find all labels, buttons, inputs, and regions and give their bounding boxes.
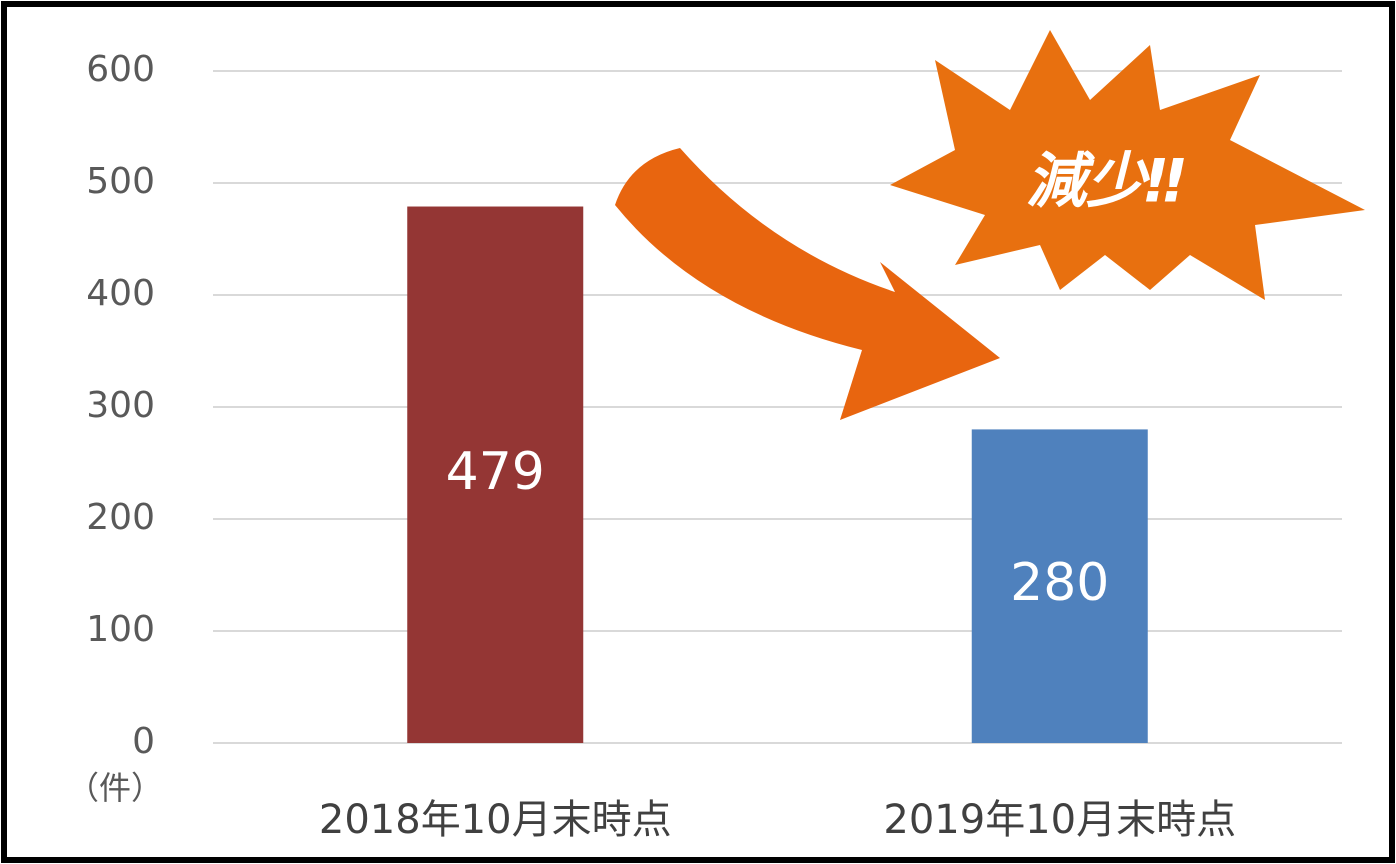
- x-tick-label: 2019年10月末時点: [883, 797, 1236, 843]
- chart: 0 100 200 300 400 500 600 2018年10月末時点 479 2019年10…: [0, 0, 1396, 864]
- y-tick-label: 600: [86, 49, 155, 90]
- annotation: 減少‼: [1026, 147, 1184, 217]
- data-label: 280: [1010, 553, 1109, 613]
- y-tick-label: 300: [86, 385, 155, 426]
- y-tick-label: 400: [86, 273, 155, 314]
- x-tick-label: 2018年10月末時点: [319, 797, 672, 843]
- data-label: 479: [446, 442, 545, 502]
- y-tick-label: 200: [86, 497, 155, 538]
- unit-label: （件）: [67, 769, 163, 807]
- y-tick-label: 0: [132, 721, 155, 762]
- y-tick-label: 100: [86, 609, 155, 650]
- page: 0 100 200 300 400 500 600 2018年10月末時点 479 2019年10…: [0, 0, 1396, 864]
- y-tick-label: 500: [86, 161, 155, 202]
